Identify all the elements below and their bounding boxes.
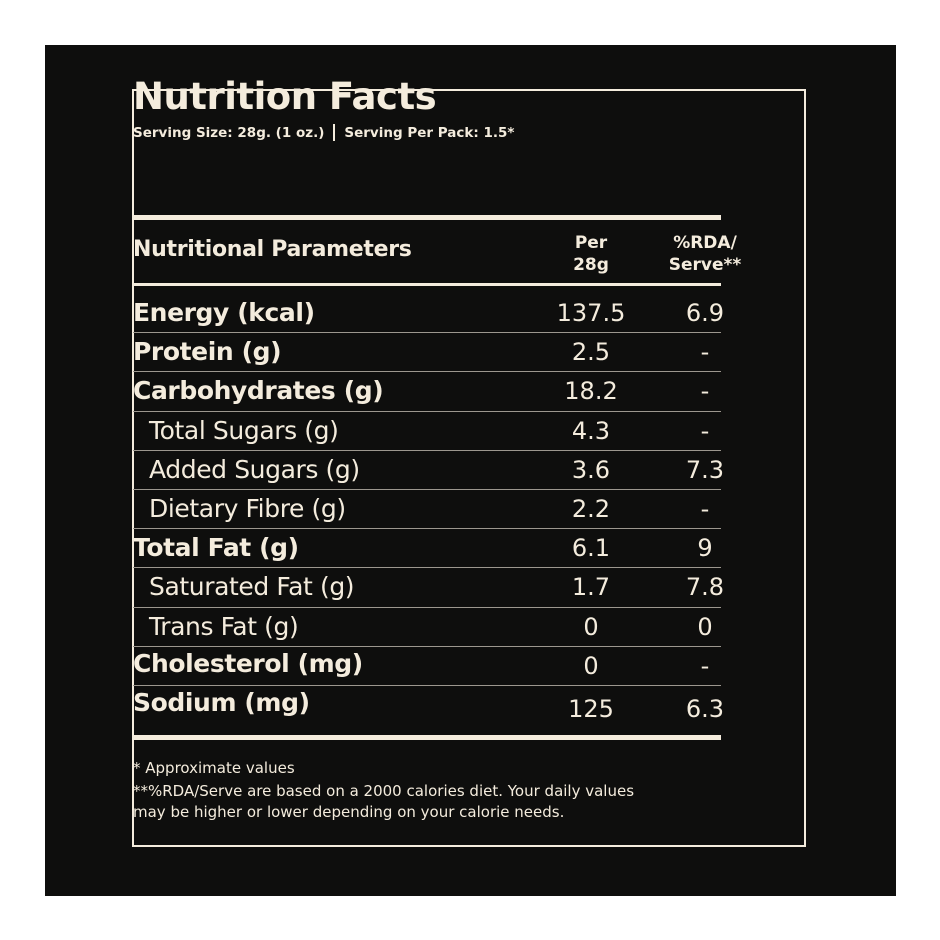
- row-divider: [133, 528, 721, 529]
- row-divider: [133, 567, 721, 568]
- row-per-trans-fat: 0: [583, 613, 599, 641]
- row-label-sodium: Sodium (mg): [133, 688, 310, 717]
- row-per-dietary-fibre: 2.2: [571, 495, 611, 523]
- row-rda-total-fat: 9: [697, 534, 713, 562]
- row-rda-trans-fat: 0: [697, 613, 713, 641]
- row-label-total-sugars: Total Sugars (g): [149, 416, 339, 445]
- row-rda-energy: 6.9: [685, 299, 725, 327]
- serving-info: Serving Size: 28g. (1 oz.) Serving Per Pa…: [133, 124, 514, 142]
- row-label-carbohydrates: Carbohydrates (g): [133, 376, 384, 405]
- row-per-cholesterol: 0: [583, 652, 599, 680]
- row-per-saturated-fat: 1.7: [571, 573, 611, 601]
- row-rda-cholesterol: -: [700, 652, 710, 680]
- row-divider: [133, 450, 721, 451]
- row-per-total-sugars: 4.3: [571, 417, 611, 445]
- row-divider: [133, 371, 721, 372]
- label-title: Nutrition Facts: [133, 75, 437, 118]
- row-divider: [133, 332, 721, 333]
- header-per-line2: 28g: [573, 255, 609, 275]
- header-per: Per 28g: [531, 232, 651, 276]
- row-per-protein: 2.5: [571, 338, 611, 366]
- row-rda-dietary-fibre: -: [700, 495, 710, 523]
- row-divider: [133, 411, 721, 412]
- row-label-energy: Energy (kcal): [133, 298, 315, 327]
- row-divider: [133, 489, 721, 490]
- row-label-added-sugars: Added Sugars (g): [149, 455, 360, 484]
- serving-separator: [333, 124, 336, 141]
- footnote-rda-line1: **%RDA/Serve are based on a 2000 calorie…: [133, 782, 635, 800]
- serving-size: Serving Size: 28g. (1 oz.): [133, 125, 325, 141]
- header-rda-line1: %RDA/: [673, 233, 737, 253]
- row-rda-sodium: 6.3: [685, 695, 725, 723]
- row-rda-protein: -: [700, 338, 710, 366]
- row-rda-added-sugars: 7.3: [685, 456, 725, 484]
- row-per-energy: 137.5: [556, 299, 626, 327]
- row-per-sodium: 125: [568, 695, 614, 723]
- header-parameter: Nutritional Parameters: [133, 237, 412, 262]
- bottom-rule: [133, 735, 721, 740]
- header-rule: [133, 283, 721, 286]
- top-rule: [133, 215, 721, 220]
- row-label-saturated-fat: Saturated Fat (g): [149, 572, 355, 601]
- footnote-approx: * Approximate values: [133, 759, 295, 777]
- header-rda-line2: Serve**: [668, 255, 742, 275]
- row-rda-carbohydrates: -: [700, 377, 710, 405]
- row-divider: [133, 607, 721, 608]
- header-per-line1: Per: [574, 233, 608, 253]
- row-rda-saturated-fat: 7.8: [685, 573, 725, 601]
- label-frame: [132, 89, 806, 847]
- row-per-added-sugars: 3.6: [571, 456, 611, 484]
- serving-per-pack: Serving Per Pack: 1.5*: [344, 125, 515, 141]
- row-label-total-fat: Total Fat (g): [133, 533, 299, 562]
- header-rda: %RDA/ Serve**: [645, 232, 765, 276]
- row-label-dietary-fibre: Dietary Fibre (g): [149, 494, 346, 523]
- row-label-protein: Protein (g): [133, 337, 282, 366]
- label-panel: [45, 45, 896, 896]
- row-per-total-fat: 6.1: [571, 534, 611, 562]
- row-rda-total-sugars: -: [700, 417, 710, 445]
- row-per-carbohydrates: 18.2: [564, 377, 618, 405]
- row-divider: [133, 685, 721, 686]
- row-label-trans-fat: Trans Fat (g): [149, 612, 299, 641]
- footnote-rda-line2: may be higher or lower depending on your…: [133, 803, 565, 821]
- row-divider: [133, 646, 721, 647]
- row-label-cholesterol: Cholesterol (mg): [133, 649, 363, 678]
